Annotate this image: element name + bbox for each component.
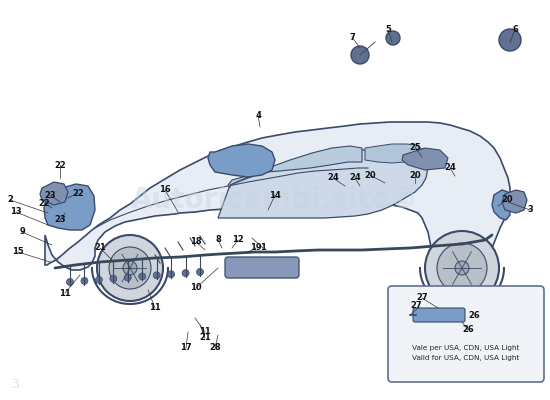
Text: 3: 3 <box>527 206 533 214</box>
Polygon shape <box>502 190 527 213</box>
Circle shape <box>437 243 487 293</box>
Circle shape <box>97 235 163 301</box>
Text: 19: 19 <box>250 244 262 252</box>
Circle shape <box>351 46 369 64</box>
Text: 11: 11 <box>149 304 161 312</box>
Text: 25: 25 <box>409 142 421 152</box>
Circle shape <box>153 272 160 279</box>
Text: 11: 11 <box>59 288 71 298</box>
FancyBboxPatch shape <box>413 308 465 322</box>
Text: 20: 20 <box>364 170 376 180</box>
Polygon shape <box>208 144 275 177</box>
Text: 21: 21 <box>199 334 211 342</box>
Circle shape <box>196 268 204 276</box>
Polygon shape <box>228 146 362 188</box>
Polygon shape <box>40 182 68 205</box>
Polygon shape <box>492 190 510 220</box>
Circle shape <box>95 276 102 283</box>
Circle shape <box>168 271 174 278</box>
Circle shape <box>67 278 74 286</box>
Text: 5: 5 <box>385 26 391 34</box>
Text: 21: 21 <box>94 244 106 252</box>
Text: 13: 13 <box>10 208 22 216</box>
Text: Autoricambi.sito©: Autoricambi.sito© <box>131 186 419 214</box>
Text: 9: 9 <box>19 228 25 236</box>
Circle shape <box>425 231 499 305</box>
Text: 24: 24 <box>349 174 361 182</box>
Text: 2: 2 <box>7 196 13 204</box>
Text: 24: 24 <box>327 174 339 182</box>
Circle shape <box>455 261 469 275</box>
Text: 4: 4 <box>255 110 261 120</box>
Text: Vale per USA, CDN, USA Light: Vale per USA, CDN, USA Light <box>412 345 520 351</box>
FancyBboxPatch shape <box>225 257 299 278</box>
Text: 27: 27 <box>410 302 422 310</box>
Text: 6: 6 <box>512 26 518 34</box>
Text: 7: 7 <box>349 32 355 42</box>
Text: 23: 23 <box>44 190 56 200</box>
Text: 18: 18 <box>190 238 202 246</box>
Polygon shape <box>365 144 422 163</box>
Text: 27: 27 <box>416 294 428 302</box>
Text: 20: 20 <box>409 170 421 180</box>
Text: 26: 26 <box>468 310 480 320</box>
Polygon shape <box>44 184 95 230</box>
Text: 1: 1 <box>260 244 266 252</box>
FancyBboxPatch shape <box>388 286 544 382</box>
Text: 28: 28 <box>209 344 221 352</box>
Polygon shape <box>218 150 428 218</box>
Circle shape <box>81 277 88 284</box>
Text: 23: 23 <box>54 216 66 224</box>
Text: 3: 3 <box>11 378 19 392</box>
Circle shape <box>109 247 151 289</box>
Circle shape <box>139 273 146 280</box>
Text: 16: 16 <box>159 186 171 194</box>
Text: 14: 14 <box>269 190 281 200</box>
Text: 10: 10 <box>190 284 202 292</box>
Text: 22: 22 <box>38 198 50 208</box>
Circle shape <box>110 275 117 282</box>
Circle shape <box>499 29 521 51</box>
Text: 26: 26 <box>462 326 474 334</box>
Text: 24: 24 <box>444 164 456 172</box>
Circle shape <box>124 274 131 281</box>
Circle shape <box>386 31 400 45</box>
Text: 17: 17 <box>180 344 192 352</box>
Text: 11: 11 <box>199 328 211 336</box>
Text: 20: 20 <box>501 196 513 204</box>
Text: 12: 12 <box>232 236 244 244</box>
Circle shape <box>123 261 137 275</box>
Polygon shape <box>45 122 510 278</box>
Polygon shape <box>402 148 448 170</box>
Text: 22: 22 <box>72 188 84 198</box>
Circle shape <box>182 270 189 277</box>
Text: 22: 22 <box>54 160 66 170</box>
Text: 8: 8 <box>215 236 221 244</box>
Text: Valid for USA, CDN, USA Light: Valid for USA, CDN, USA Light <box>412 355 520 361</box>
Text: 15: 15 <box>12 248 24 256</box>
